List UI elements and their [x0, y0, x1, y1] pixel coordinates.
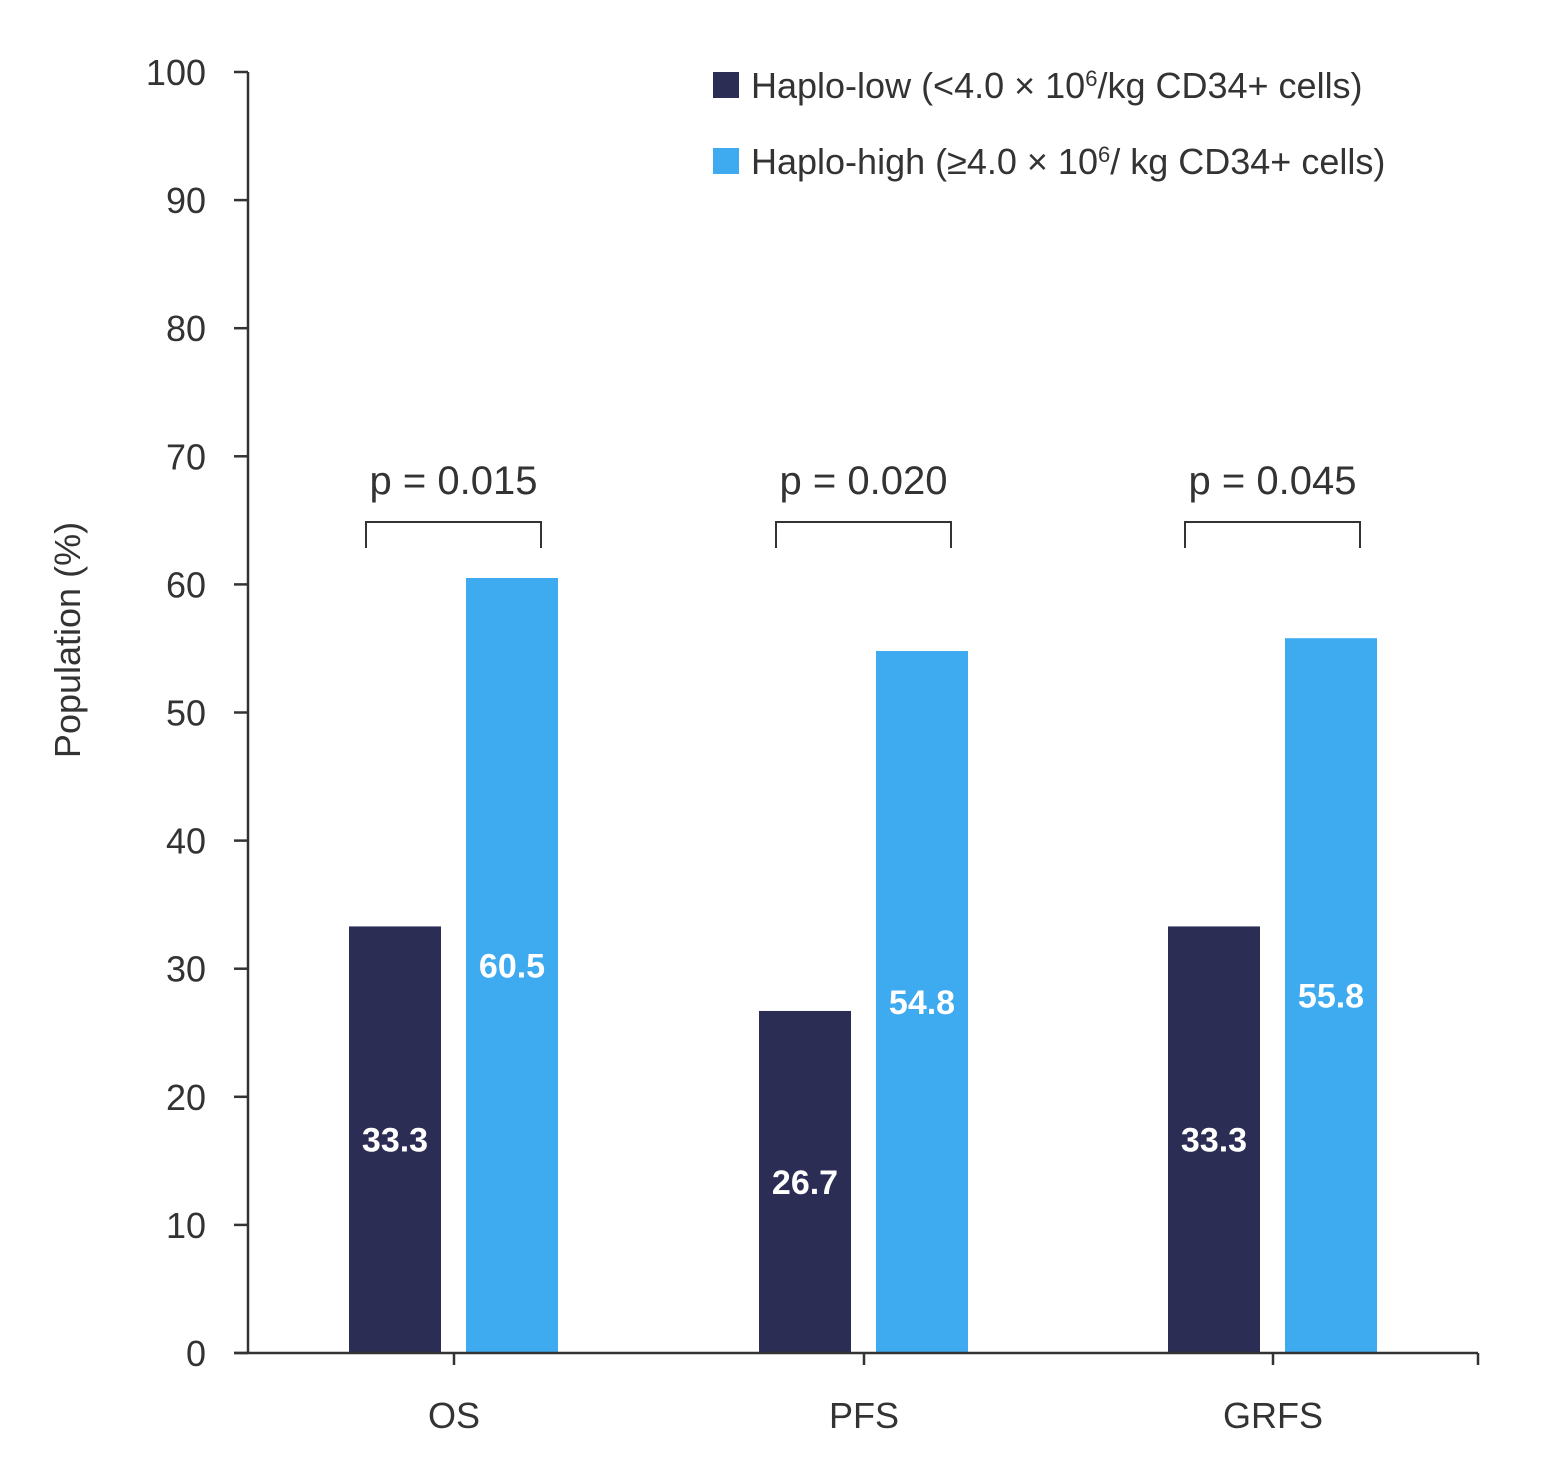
legend-label-exponent: 6: [1085, 66, 1097, 91]
bar: [466, 577, 558, 1353]
y-tick-label: 90: [166, 180, 206, 221]
y-tick-label: 50: [166, 693, 206, 734]
legend-label-main: Haplo-low (<4.0 × 10: [751, 65, 1085, 106]
legend-label: Haplo-high (≥4.0 × 106/ kg CD34+ cells): [751, 141, 1385, 182]
significance-bracket: [775, 521, 952, 548]
x-tick-label: PFS: [829, 1395, 899, 1436]
p-value-label: p = 0.045: [1189, 459, 1357, 503]
legend-label-exponent: 6: [1098, 142, 1110, 167]
bar-value-label: 55.8: [1298, 978, 1364, 1016]
bar-value-label: 60.5: [479, 947, 545, 985]
bar-value-label: 33.3: [362, 1122, 428, 1160]
bar: [1285, 638, 1377, 1353]
legend: Haplo-low (<4.0 × 106/kg CD34+ cells)Hap…: [713, 65, 1385, 182]
legend-label: Haplo-low (<4.0 × 106/kg CD34+ cells): [751, 65, 1363, 106]
bar-value-label: 33.3: [1181, 1122, 1247, 1160]
bar-value-label: 54.8: [889, 984, 955, 1022]
y-tick-label: 60: [166, 564, 206, 605]
y-tick-label: 10: [166, 1205, 206, 1246]
bars: 33.3 26.7 33.3 60.5 54.8 55.8: [349, 577, 1377, 1353]
legend-swatch: [713, 148, 739, 174]
y-axis-ticks: 0 10 20 30 40 50 60 70 80 90 100: [146, 52, 248, 1374]
y-tick-label: 30: [166, 949, 206, 990]
p-value-label: p = 0.015: [370, 459, 538, 503]
x-axis-ticks: OS PFS GRFS: [428, 1353, 1480, 1436]
y-tick-label: 100: [146, 52, 206, 93]
bar-value-label: 26.7: [772, 1164, 838, 1202]
legend-swatch: [713, 72, 739, 98]
y-tick-label: 80: [166, 308, 206, 349]
bar: [349, 926, 441, 1353]
significance-bracket: [1184, 521, 1361, 548]
y-tick-label: 0: [186, 1333, 206, 1374]
bar: [1168, 926, 1260, 1353]
y-tick-label: 20: [166, 1077, 206, 1118]
significance-brackets: p = 0.015 p = 0.020 p = 0.045: [365, 459, 1361, 548]
legend-label-unit: / kg CD34+ cells): [1110, 141, 1385, 182]
bar: [759, 1010, 851, 1353]
legend-label-unit: /kg CD34+ cells): [1097, 65, 1362, 106]
y-axis-title: Population (%): [47, 522, 88, 758]
x-tick-label: OS: [428, 1395, 480, 1436]
y-tick-label: 40: [166, 821, 206, 862]
p-value-label: p = 0.020: [780, 459, 948, 503]
significance-bracket: [365, 521, 542, 548]
y-tick-label: 70: [166, 436, 206, 477]
legend-label-main: Haplo-high (≥4.0 × 10: [751, 141, 1098, 182]
bar: [876, 651, 968, 1353]
x-tick-label: GRFS: [1223, 1395, 1323, 1436]
